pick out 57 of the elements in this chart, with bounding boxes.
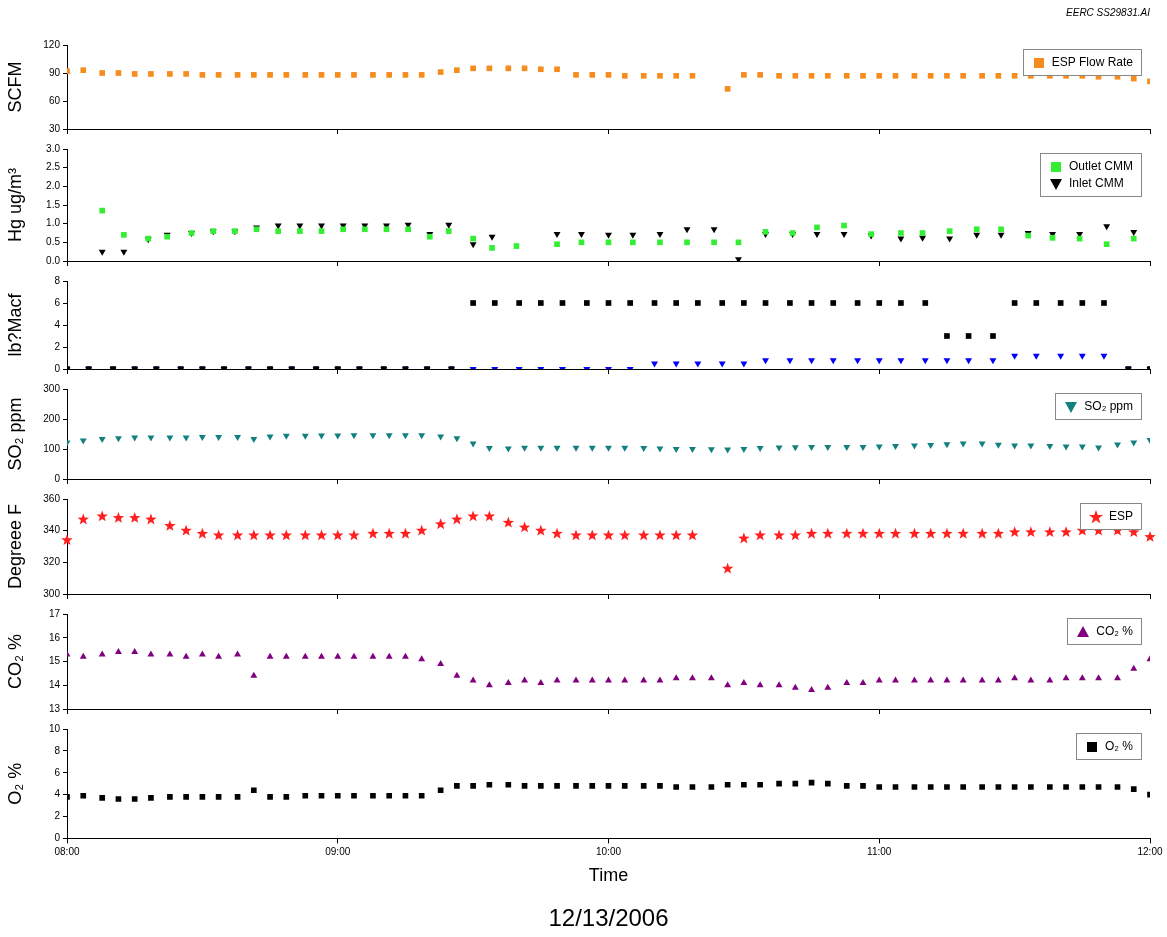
y-tick-label: 120	[43, 38, 61, 50]
legend-label: CO₂ %	[1096, 623, 1133, 640]
y-tick-label: 2	[54, 810, 61, 822]
y-tick-label: 1.0	[46, 217, 61, 229]
y-tick-label: 4	[54, 318, 61, 330]
x-tick-label: 09:00	[325, 846, 351, 858]
y-tick-label: 2.0	[46, 180, 61, 192]
y-tick-label: 0	[54, 472, 61, 484]
y-tick-label: 300	[43, 587, 61, 599]
y-tick-label: 17	[48, 607, 61, 619]
y-tick-label: 13	[48, 702, 61, 714]
y-axis-title: Degreee F	[4, 503, 25, 590]
y-tick-label: 15	[48, 655, 61, 667]
y-tick-label: 16	[48, 631, 61, 643]
x-tick-label: 12:00	[1137, 846, 1163, 858]
y-axis-title: CO₂ %	[4, 634, 25, 689]
y-tick-label: 0.5	[46, 236, 61, 248]
y-tick-label: 1.5	[46, 198, 61, 210]
y-tick-label: 340	[43, 524, 61, 536]
legend-label: Inlet CMM	[1068, 175, 1124, 192]
y-axis-title: Hg ug/m³	[4, 167, 25, 243]
legend-label: SO₂ ppm	[1084, 398, 1133, 415]
y-tick-label: 300	[43, 382, 61, 394]
legend-label: O₂ %	[1105, 738, 1133, 755]
y-tick-label: 3.0	[46, 142, 61, 154]
legend-label: ESP	[1108, 508, 1133, 525]
y-tick-label: 60	[48, 94, 61, 106]
y-tick-label: 320	[43, 556, 61, 568]
x-tick-label: 11:00	[867, 846, 892, 858]
legend-label: ESP Flow Rate	[1051, 54, 1133, 71]
x-tick-label: 08:00	[54, 846, 80, 858]
y-tick-label: 6	[54, 296, 61, 308]
y-tick-label: 0.0	[46, 254, 61, 266]
legend-label: Outlet CMM	[1068, 158, 1133, 175]
y-tick-label: 10	[48, 722, 61, 734]
y-tick-label: 14	[48, 679, 61, 690]
y-tick-label: 100	[43, 442, 61, 454]
y-tick-label: 360	[43, 492, 61, 504]
y-axis-title: O₂ %	[4, 762, 25, 805]
y-tick-label: 4	[54, 788, 61, 800]
y-axis-title: SO₂ ppm	[4, 397, 25, 471]
text: EERC SS29831.AI	[1066, 6, 1151, 18]
y-tick-label: 30	[48, 122, 61, 134]
y-tick-label: 0	[54, 832, 61, 844]
y-axis-title: SCFM	[4, 61, 25, 113]
y-tick-label: 0	[54, 362, 61, 374]
y-tick-label: 6	[54, 766, 61, 778]
y-tick-label: 2	[54, 340, 61, 352]
x-tick-label: 10:00	[595, 846, 622, 858]
y-tick-label: 8	[54, 274, 61, 286]
y-axis-title: lb?Macf	[4, 292, 25, 357]
y-tick-label: 8	[54, 744, 61, 756]
y-tick-label: 200	[43, 412, 61, 424]
y-tick-label: 90	[48, 66, 61, 78]
text: 12/13/2006	[548, 903, 669, 931]
y-tick-label: 2.5	[46, 161, 61, 173]
x-axis-title: Time	[588, 865, 629, 886]
